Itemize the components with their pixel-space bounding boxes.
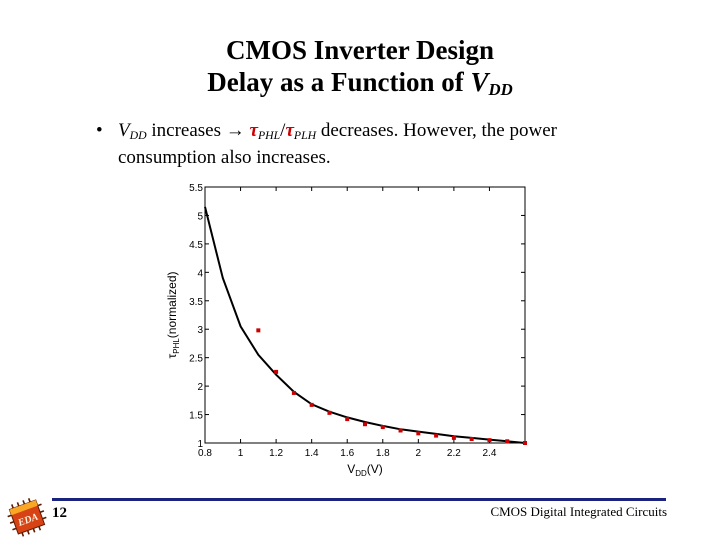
- data-point: [469, 437, 474, 442]
- y-axis-label: τPHL(normalized): [165, 271, 181, 358]
- data-point: [309, 402, 314, 407]
- title-line-1: CMOS Inverter Design: [226, 35, 494, 65]
- data-point: [363, 422, 367, 427]
- y-tick-label: 2: [197, 382, 203, 393]
- bullet-dot: •: [96, 120, 103, 141]
- eda-logo: EDA: [7, 498, 47, 537]
- title-line-2-prefix: Delay as a Function of: [207, 67, 471, 97]
- data-point: [451, 435, 456, 440]
- y-tick-label: 4.5: [189, 240, 203, 251]
- footer-divider: [52, 498, 666, 501]
- x-tick-label: 0.8: [198, 448, 212, 459]
- data-point: [345, 417, 350, 422]
- x-tick-label: 1: [238, 448, 244, 459]
- x-axis-label: VDD(V): [347, 462, 383, 478]
- bullet-tau-plh-sub: PLH: [293, 128, 317, 142]
- x-tick-label: 1.4: [305, 448, 319, 459]
- data-point: [523, 441, 527, 445]
- bullet-tau-phl-sub: PHL: [257, 128, 281, 142]
- y-tick-label: 1.5: [189, 411, 203, 422]
- bullet-vdd-sub: DD: [129, 128, 147, 142]
- plot-frame: [204, 186, 526, 444]
- y-tick-label: 5: [197, 211, 203, 222]
- x-tick-label: 1.6: [340, 448, 354, 459]
- bullet-separator: /: [280, 120, 286, 141]
- y-tick-label: 5.5: [189, 183, 203, 194]
- bullet-text-a: increases →: [146, 120, 250, 141]
- y-tick-label: 3.5: [189, 297, 203, 308]
- bullet-vdd-var: V: [118, 120, 130, 141]
- data-point: [434, 433, 439, 438]
- delay-curve: [204, 206, 526, 444]
- data-point: [380, 425, 385, 430]
- data-point: [398, 428, 403, 433]
- data-point: [256, 328, 261, 333]
- bullet-text-b: decreases. However, the power consumptio…: [118, 120, 557, 168]
- y-tick-label: 1: [197, 439, 203, 450]
- y-tick-label: 2.5: [189, 354, 203, 365]
- data-point: [291, 390, 296, 395]
- footer-course-title: CMOS Digital Integrated Circuits: [490, 504, 667, 519]
- x-tick-label: 1.8: [376, 448, 390, 459]
- page-number: 12: [52, 505, 67, 521]
- y-tick-label: 3: [197, 325, 203, 336]
- bullet-tau-phl: τ: [249, 120, 258, 141]
- slide-title: CMOS Inverter Design Delay as a Function…: [0, 34, 720, 106]
- x-tick-label: 2.4: [482, 448, 496, 459]
- title-vdd-sub: DD: [488, 80, 513, 100]
- x-tick-label: 2: [416, 448, 422, 459]
- data-point: [505, 439, 510, 444]
- title-vdd-var: V: [470, 67, 489, 97]
- bullet-text: VDD increases → τPHL/τPLH decreases. How…: [118, 120, 658, 169]
- title-line-2: Delay as a Function of VDD: [0, 66, 720, 106]
- y-tick-label: 4: [197, 268, 203, 279]
- data-point: [487, 438, 492, 443]
- delay-vs-vdd-chart: 0.8 1 1.2 1.4 1.6 1.8 2 2.2 2.411.522.533.544.55…: [165, 183, 527, 478]
- x-tick-label: 2.2: [447, 448, 461, 459]
- bullet-tau-plh: τ: [285, 120, 294, 141]
- x-tick-label: 1.2: [269, 448, 283, 459]
- data-point: [327, 410, 332, 415]
- data-point: [274, 369, 279, 374]
- data-point: [416, 431, 421, 436]
